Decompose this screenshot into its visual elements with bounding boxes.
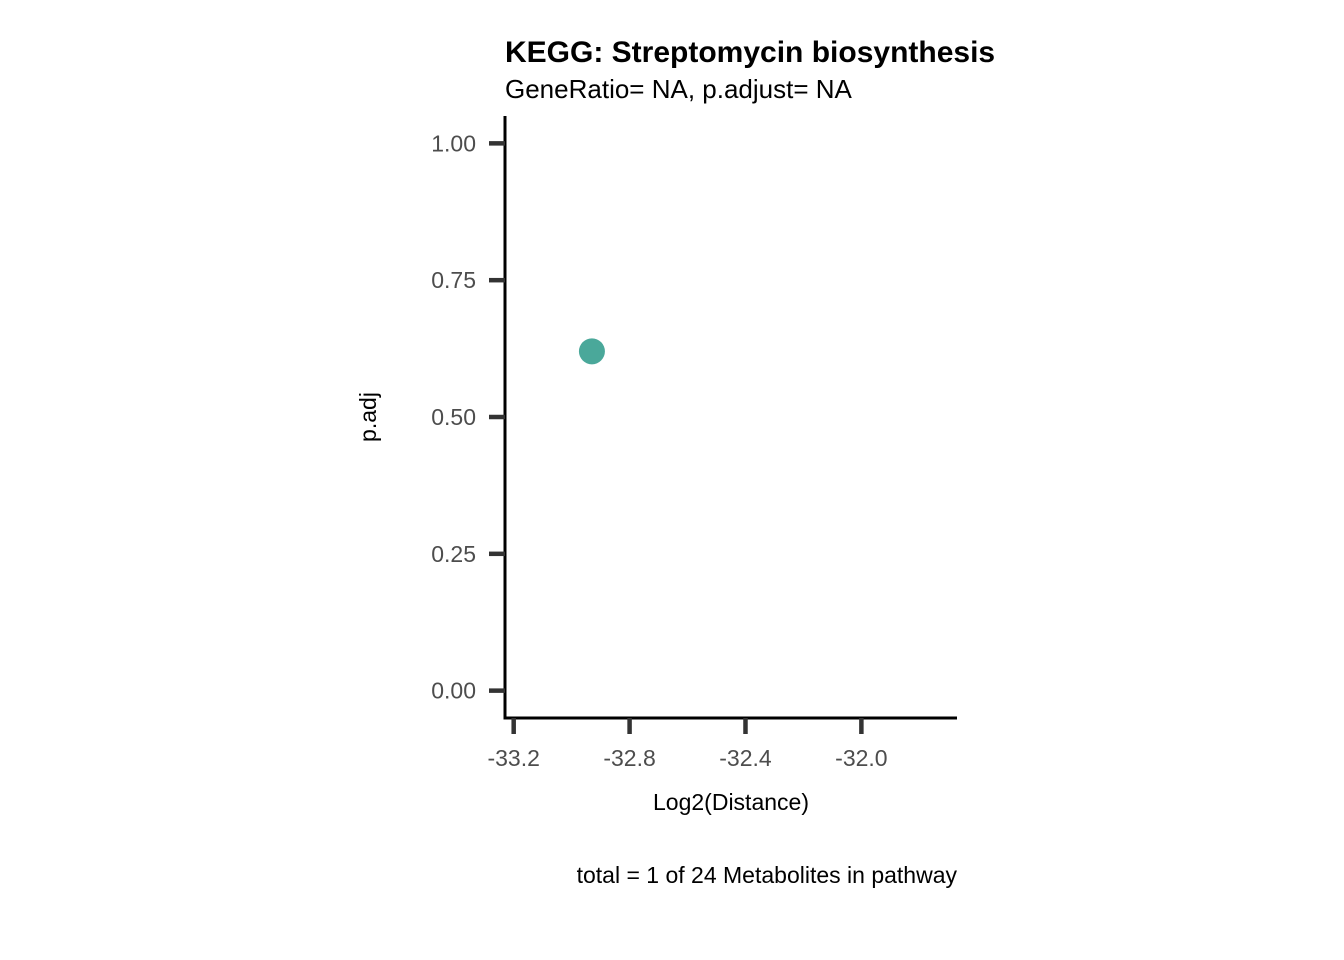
chart-caption: total = 1 of 24 Metabolites in pathway (577, 862, 958, 888)
chart-title: KEGG: Streptomycin biosynthesis (505, 36, 995, 69)
y-axis: 0.00 0.25 0.50 0.75 1.00 (431, 116, 507, 720)
x-tick-label: -32.8 (603, 745, 655, 771)
y-tick-label: 1.00 (431, 130, 476, 156)
x-tick-label: -32.0 (835, 745, 887, 771)
y-tick-label: 0.25 (431, 541, 476, 567)
x-axis-title: Log2(Distance) (653, 789, 809, 815)
data-points (578, 338, 605, 365)
x-axis: -33.2 -32.8 -32.4 -32.0 (487, 716, 957, 771)
y-axis-title: p.adj (355, 392, 381, 442)
data-point (578, 338, 605, 365)
x-tick-label: -32.4 (719, 745, 772, 771)
y-tick-label: 0.75 (431, 267, 476, 293)
y-tick-label: 0.00 (431, 678, 476, 704)
x-tick-label: -33.2 (487, 745, 539, 771)
chart-subtitle: GeneRatio= NA, p.adjust= NA (505, 74, 853, 104)
y-tick-label: 0.50 (431, 404, 476, 430)
